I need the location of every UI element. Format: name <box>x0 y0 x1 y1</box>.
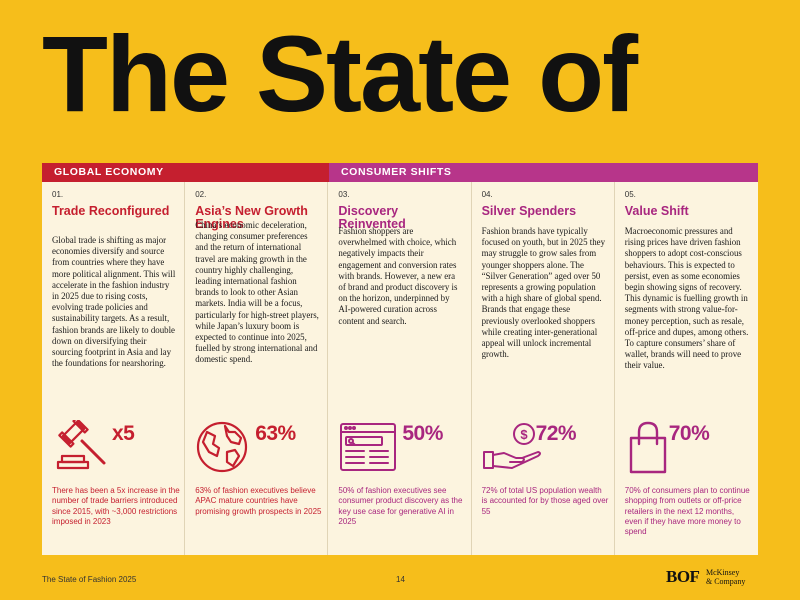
column-number: 04. <box>481 190 493 199</box>
column-body: Macroeconomic pressures and rising price… <box>624 226 749 371</box>
column-title: Discovery Reinvented <box>338 204 406 231</box>
browser-search-icon <box>340 423 397 471</box>
svg-text:$: $ <box>520 427 528 442</box>
stat-description: 63% of fashion executives believe APAC m… <box>195 486 322 516</box>
column-silver-spenders: 04. Silver Spenders Fashion brands have … <box>472 182 615 555</box>
stat-value: 70% <box>668 422 710 445</box>
column-discovery-reinvented: 03. Discovery Reinvented Fashion shopper… <box>328 182 472 555</box>
stat-value: x5 <box>112 422 135 445</box>
stat-description: 70% of consumers plan to continue shoppi… <box>624 486 750 537</box>
column-body: Fashion brands have typically focused on… <box>481 226 606 360</box>
globe-icon <box>197 421 248 473</box>
column-title: Trade Reconfigured <box>52 204 170 218</box>
stat-description: 72% of total US population wealth is acc… <box>481 486 609 516</box>
column-number: 02. <box>195 190 207 199</box>
mckinsey-logo: McKinsey & Company <box>706 568 766 586</box>
stat-row: 50% <box>338 418 463 478</box>
column-number: 03. <box>338 190 350 199</box>
hand-coin-icon: $ <box>482 423 541 469</box>
column-body: Fashion shoppers are overwhelmed with ch… <box>338 226 458 326</box>
mckinsey-logo-line1: McKinsey <box>706 568 740 577</box>
shopping-bag-icon <box>629 421 666 474</box>
column-title: Value Shift <box>624 204 689 218</box>
column-number: 05. <box>624 190 636 199</box>
stat-description: There has been a 5x increase in the numb… <box>52 486 180 526</box>
content-panel: 01. Trade Reconfigured Global trade is s… <box>42 182 758 555</box>
column-value-shift: 05. Value Shift Macroeconomic pressures … <box>615 182 758 555</box>
section-global-economy: GLOBAL ECONOMY <box>42 163 329 182</box>
page-number: 14 <box>396 575 405 584</box>
stat-row: $ 72% <box>482 418 607 478</box>
footer-title: The State of Fashion 2025 <box>42 575 137 584</box>
column-body: China’s economic deceleration, changing … <box>195 220 319 365</box>
stat-row: x5 <box>52 418 177 478</box>
stat-value: 72% <box>535 422 577 445</box>
column-title: Silver Spenders <box>481 204 577 218</box>
stat-description: 50% of fashion executives see consumer p… <box>338 486 463 526</box>
stat-row: 63% <box>195 418 320 478</box>
mckinsey-logo-line2: & Company <box>706 577 746 586</box>
section-consumer-shifts: CONSUMER SHIFTS <box>329 163 758 182</box>
stat-value: 63% <box>255 422 296 445</box>
stat-value: 50% <box>402 422 443 445</box>
column-asia-growth-engines: 02. Asia’s New Growth Engines China’s ec… <box>185 182 329 555</box>
page-title: The State of <box>42 13 638 134</box>
column-number: 01. <box>52 190 64 199</box>
column-trade-reconfigured: 01. Trade Reconfigured Global trade is s… <box>42 182 186 555</box>
gavel-icon <box>56 420 106 470</box>
bof-logo: BOF <box>666 567 700 586</box>
stat-row: 70% <box>625 418 750 478</box>
column-title: Asia’s New Growth Engines <box>195 204 308 231</box>
column-body: Global trade is shifting as major econom… <box>52 235 176 369</box>
